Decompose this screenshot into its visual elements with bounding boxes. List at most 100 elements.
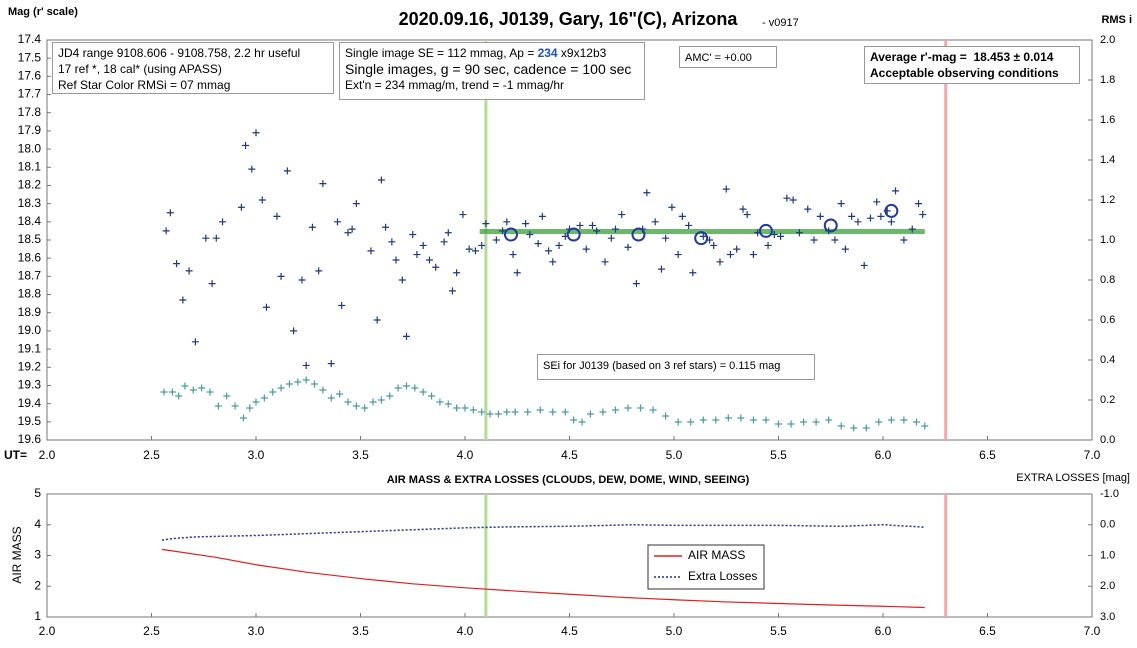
- point: [361, 404, 369, 412]
- point: [866, 214, 874, 222]
- point: [237, 203, 245, 211]
- point: [231, 402, 239, 410]
- point: [758, 223, 773, 238]
- legend-label: AIR MASS: [688, 548, 745, 562]
- y2-tick-label: 2.0: [1100, 580, 1115, 592]
- point: [166, 209, 174, 217]
- point: [816, 212, 824, 220]
- y2-tick-label: 2.0: [1100, 34, 1115, 46]
- point: [657, 265, 665, 273]
- point: [459, 211, 467, 219]
- point: [319, 180, 327, 188]
- y-tick-label: 18.4: [18, 214, 42, 228]
- point: [181, 382, 189, 390]
- point: [252, 129, 260, 137]
- y2-tick-label: 0.6: [1100, 314, 1115, 326]
- point: [710, 241, 718, 249]
- x-tick-label: 7.0: [1084, 624, 1101, 638]
- x-tick-label: 5.0: [666, 624, 683, 638]
- point: [549, 258, 557, 266]
- y-tick-label: 3: [34, 548, 41, 562]
- y-tick-label: 18.1: [18, 159, 42, 173]
- point: [860, 261, 868, 269]
- annotation-line: Average r'-mag = 18.453 ± 0.014: [870, 49, 1074, 65]
- point: [795, 229, 803, 237]
- y-tick-label: 19.3: [18, 378, 42, 392]
- point: [246, 404, 254, 412]
- point: [662, 234, 670, 242]
- y-tick-label: 18.5: [18, 232, 42, 246]
- point: [837, 200, 845, 208]
- point: [825, 416, 833, 424]
- point: [382, 223, 390, 231]
- point: [469, 406, 477, 414]
- point: [538, 212, 546, 220]
- point: [892, 187, 900, 195]
- y2-tick-label: 1.4: [1100, 154, 1115, 166]
- point: [593, 227, 601, 235]
- point: [674, 251, 682, 259]
- point: [545, 247, 553, 255]
- point: [651, 218, 659, 226]
- point: [624, 404, 632, 412]
- y2-tick-label: 0.0: [1100, 519, 1115, 531]
- annotation-line: Acceptable observing conditions: [870, 65, 1074, 81]
- point: [810, 236, 818, 244]
- point: [737, 414, 745, 422]
- point: [887, 218, 895, 226]
- x-tick-label: 5.5: [770, 448, 787, 462]
- point: [599, 408, 607, 416]
- point: [175, 392, 183, 400]
- point: [513, 269, 521, 277]
- legend: [647, 544, 765, 590]
- point: [327, 360, 335, 368]
- point: [453, 269, 461, 277]
- annotation-text: AMC' = +0.00: [685, 52, 752, 64]
- y-tick-label: 4: [34, 517, 41, 531]
- point: [637, 404, 645, 412]
- x-tick-label: 3.5: [352, 624, 369, 638]
- x-tick-label: 4.5: [561, 448, 578, 462]
- y2-tick-label: 1.0: [1100, 234, 1115, 246]
- point: [239, 414, 247, 422]
- y-tick-label: 18.7: [18, 269, 42, 283]
- y-tick-label: 19.2: [18, 359, 42, 373]
- point: [611, 406, 619, 414]
- y-tick-label: 2: [34, 578, 41, 592]
- annotation-box: Average r'-mag = 18.453 ± 0.014 Acceptabl…: [864, 46, 1080, 84]
- point: [503, 227, 518, 242]
- y2-tick-label: 1.0: [1100, 549, 1115, 561]
- point: [283, 167, 291, 175]
- point: [503, 218, 511, 226]
- point: [214, 402, 222, 410]
- point: [503, 408, 511, 416]
- point: [908, 225, 916, 233]
- x-tick-label: 5.0: [666, 448, 683, 462]
- point: [848, 212, 856, 220]
- y2-axis-label: EXTRA LOSSES [mag]: [1016, 472, 1130, 484]
- point: [687, 418, 695, 426]
- point: [804, 205, 812, 213]
- point: [850, 424, 858, 432]
- point: [739, 205, 747, 213]
- point: [377, 176, 385, 184]
- point: [327, 394, 335, 402]
- point: [877, 212, 885, 220]
- point: [831, 236, 839, 244]
- x-tick-label: 6.5: [979, 624, 996, 638]
- point: [168, 388, 176, 396]
- chart-subtitle: - v0917: [762, 17, 799, 29]
- point: [413, 251, 421, 259]
- point: [262, 303, 270, 311]
- point: [862, 424, 870, 432]
- point: [373, 316, 381, 324]
- point: [344, 229, 352, 237]
- point: [428, 392, 436, 400]
- point: [812, 418, 820, 426]
- x-tick-label: 3.5: [352, 448, 369, 462]
- point: [555, 241, 563, 249]
- point: [260, 394, 268, 402]
- y2-tick-label: 3.0: [1100, 611, 1115, 623]
- point: [522, 220, 530, 228]
